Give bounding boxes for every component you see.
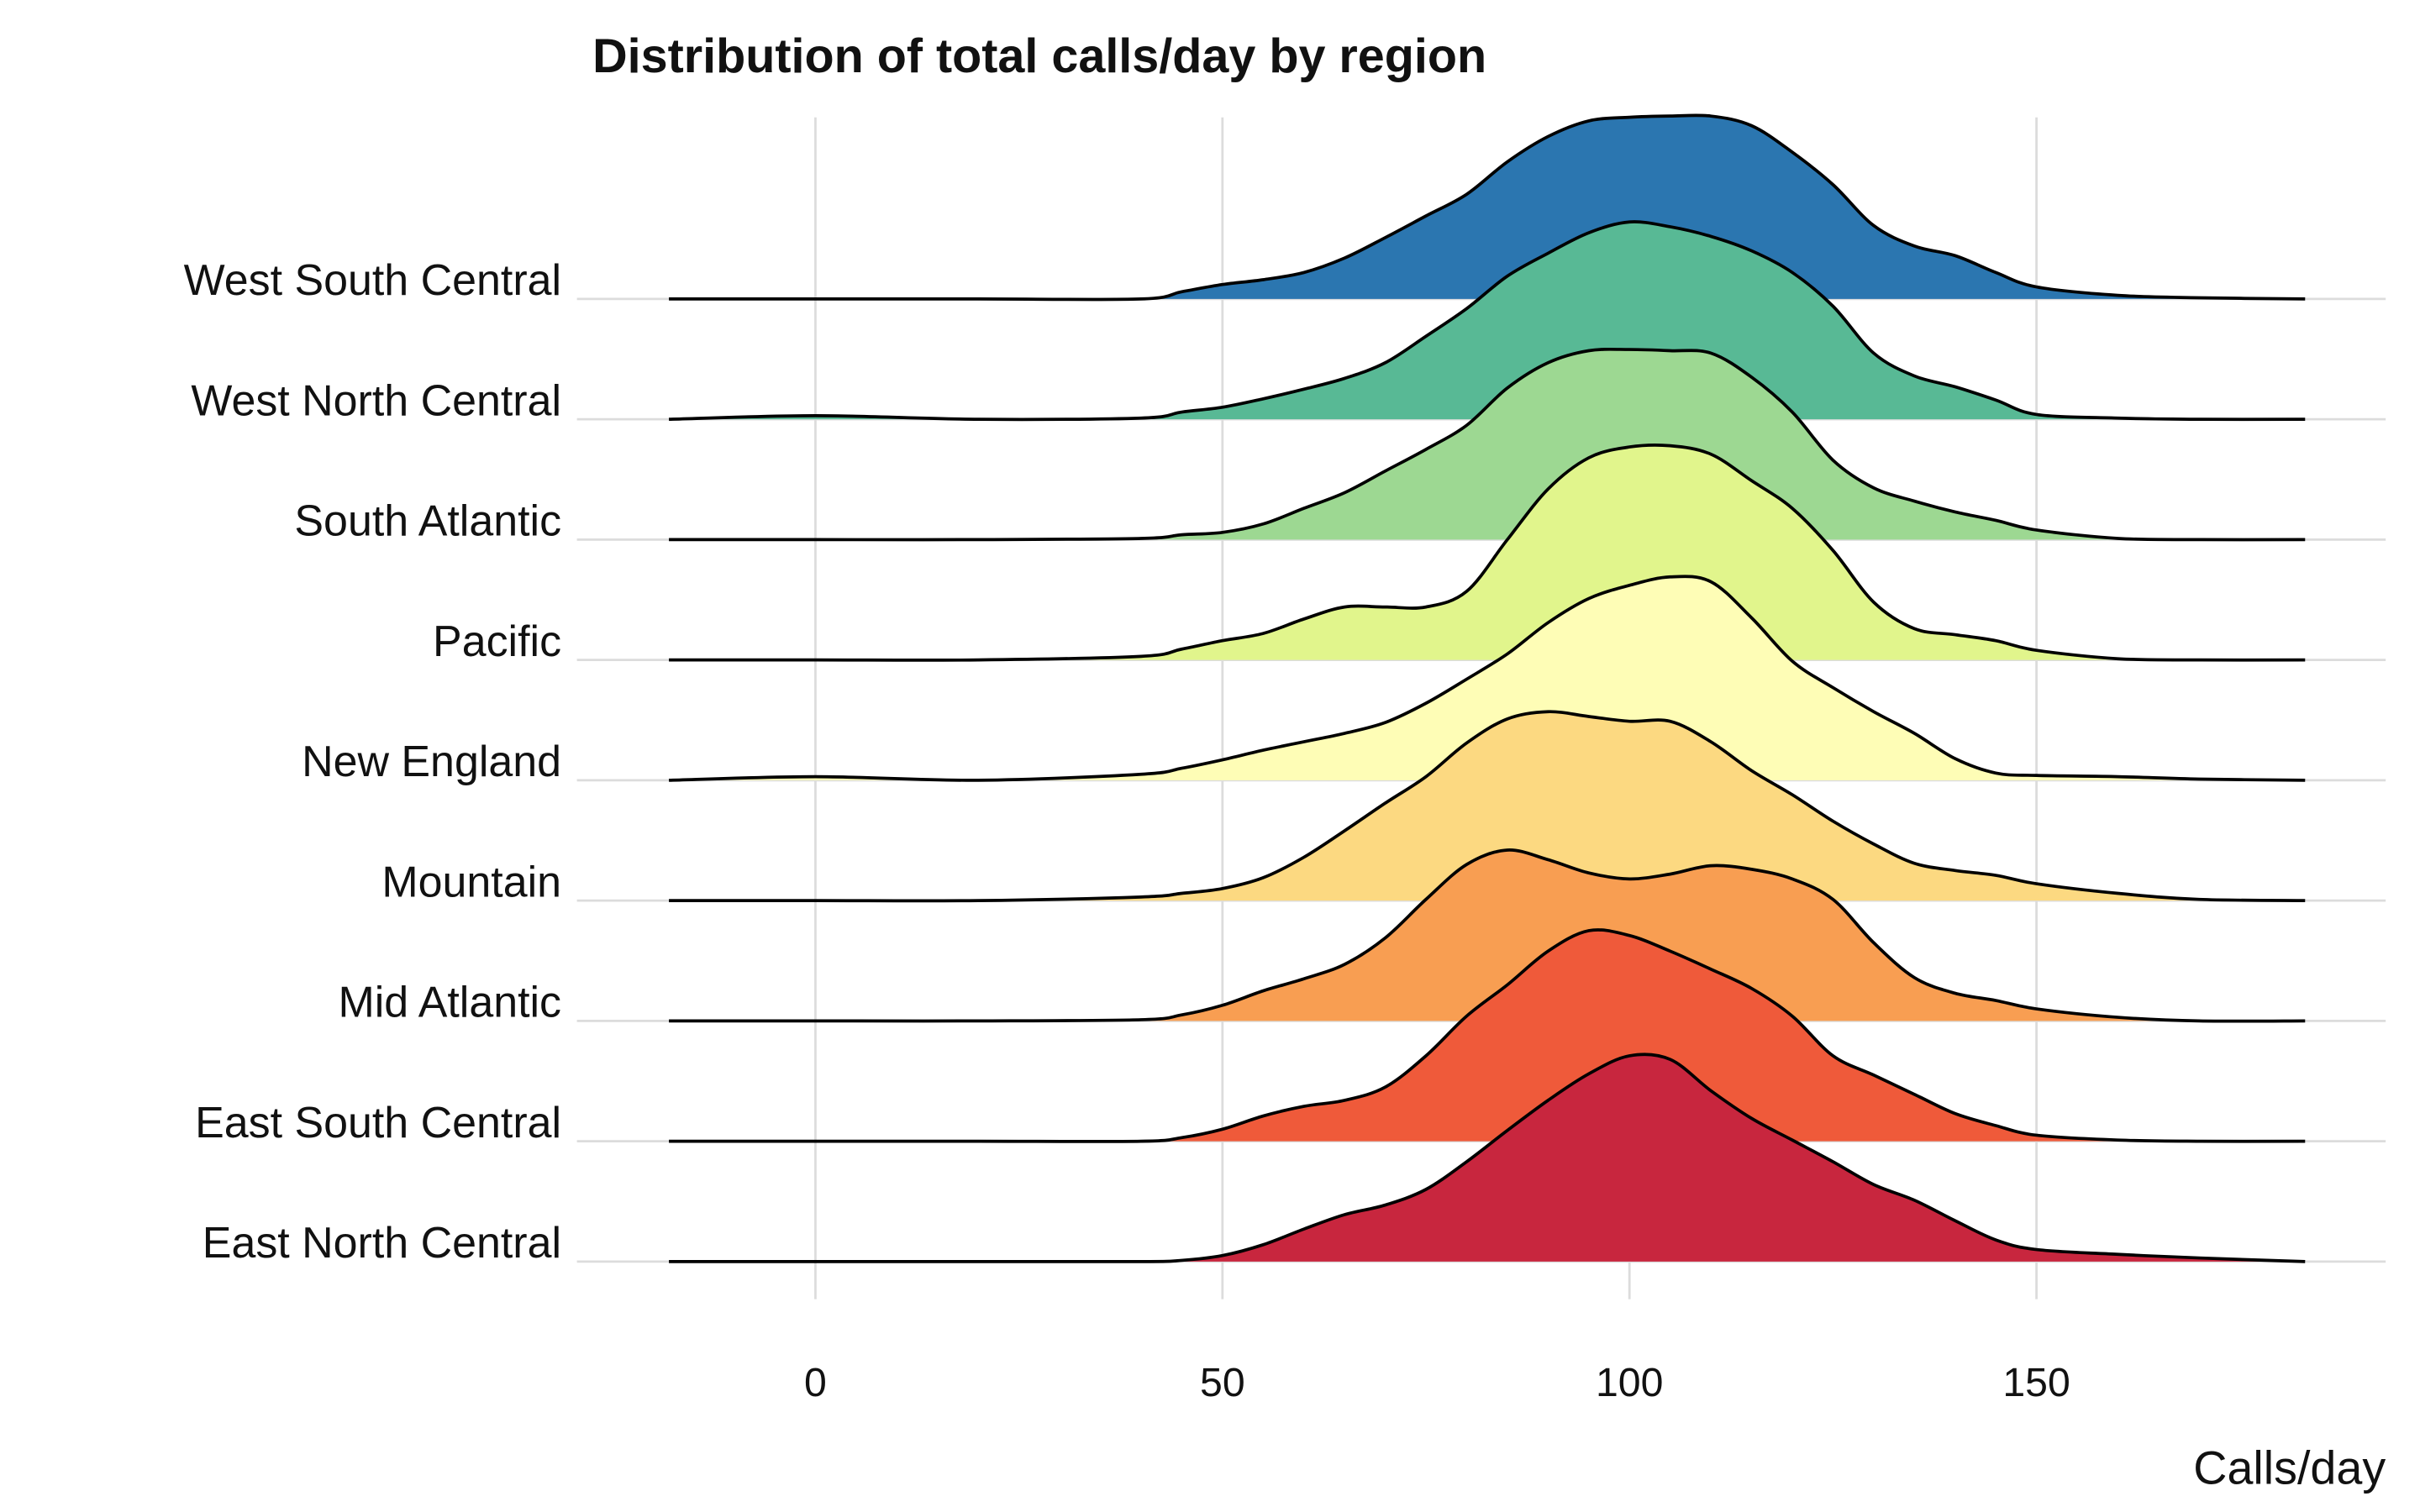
- y-tick-label: South Atlantic: [294, 496, 561, 545]
- y-tick-label: Mid Atlantic: [338, 978, 561, 1026]
- ridge-area: [669, 849, 2306, 1021]
- ridge-line: [669, 575, 2306, 782]
- ridge-area: [669, 711, 2306, 901]
- ridge-line: [669, 443, 2306, 662]
- ridge-line: [669, 928, 2306, 1143]
- ridge-line: [669, 113, 2306, 302]
- y-tick-label: East South Central: [195, 1099, 561, 1147]
- y-tick-label: West North Central: [191, 376, 561, 425]
- y-tick-label: Pacific: [433, 617, 561, 666]
- y-tick-label: West South Central: [184, 256, 561, 305]
- x-tick-label: 50: [1200, 1360, 1245, 1405]
- y-tick-label: Mountain: [381, 858, 561, 906]
- x-tick-label: 100: [1596, 1360, 1663, 1405]
- ridge-area: [669, 222, 2306, 420]
- ridge-area: [669, 929, 2306, 1142]
- chart-title: Distribution of total calls/day by regio…: [592, 29, 1486, 83]
- x-tick-label: 0: [804, 1360, 827, 1405]
- ridge-area: [669, 349, 2306, 540]
- y-tick-label: New England: [302, 738, 561, 786]
- ridge-line: [669, 347, 2306, 542]
- x-axis-label: Calls/day: [2193, 1441, 2386, 1494]
- ridge-area: [669, 115, 2306, 300]
- ridge-line: [669, 710, 2306, 903]
- ridge-area: [669, 444, 2306, 660]
- ridge-line: [669, 220, 2306, 422]
- y-tick-label: East North Central: [203, 1219, 561, 1268]
- ridge-line: [669, 848, 2306, 1023]
- ridge-line: [669, 1053, 2306, 1263]
- ridge-area: [669, 576, 2306, 780]
- ridge-area: [669, 1054, 2306, 1262]
- x-tick-label: 150: [2002, 1360, 2070, 1405]
